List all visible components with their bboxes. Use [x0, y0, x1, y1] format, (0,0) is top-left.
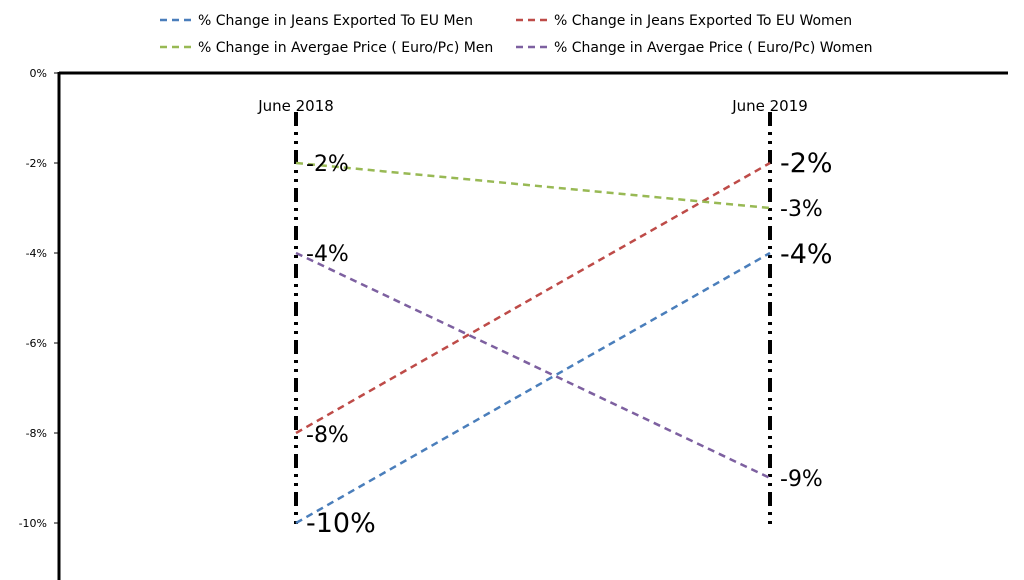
data-label: -4% [306, 242, 349, 267]
y-tick-label: -4% [26, 247, 47, 260]
series-line [295, 251, 771, 480]
data-label: -4% [780, 239, 833, 270]
legend-item: % Change in Jeans Exported To EU Women [554, 13, 852, 29]
data-label: -8% [306, 423, 349, 448]
series-line [295, 251, 771, 525]
y-tick-label: -2% [26, 157, 47, 170]
legend-item: % Change in Avergae Price ( Euro/Pc) Wom… [554, 40, 872, 56]
category-label: June 2018 [257, 97, 334, 115]
series-line [295, 161, 771, 435]
data-label: -10% [306, 508, 376, 539]
data-label: -2% [780, 148, 833, 179]
y-tick-label: -8% [26, 427, 47, 440]
y-tick-label: -6% [26, 337, 47, 350]
legend-item: % Change in Avergae Price ( Euro/Pc) Men [198, 40, 493, 56]
y-tick-label: -10% [19, 517, 47, 530]
data-label: -2% [306, 152, 349, 177]
y-tick-label: 0% [30, 67, 47, 80]
data-label: -3% [780, 197, 823, 222]
category-label: June 2019 [731, 97, 808, 115]
data-label: -9% [780, 467, 823, 492]
legend-item: % Change in Jeans Exported To EU Men [198, 13, 473, 29]
series-line [295, 161, 771, 210]
